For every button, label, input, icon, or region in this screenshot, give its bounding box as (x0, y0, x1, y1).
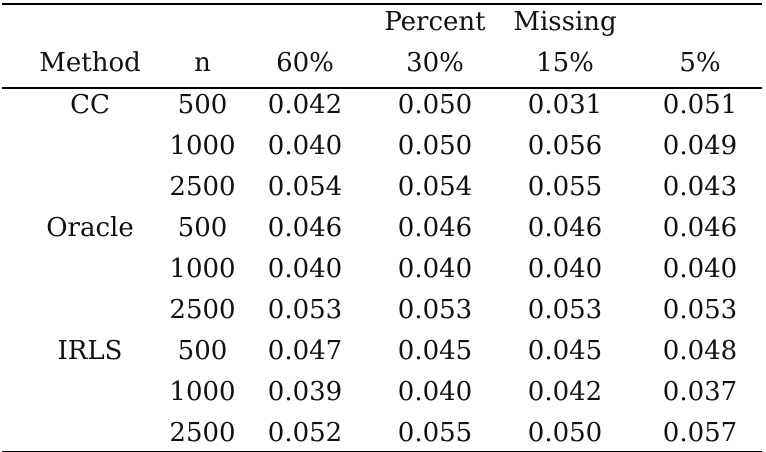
header-method: Method (39, 48, 141, 78)
cell-60-percent: 0.046 (267, 213, 343, 243)
cell-30-percent: 0.040 (397, 377, 473, 407)
header-group-percent: Percent (384, 7, 486, 37)
cell-30-percent: 0.050 (397, 131, 473, 161)
cell-n: 2500 (169, 418, 236, 448)
cell-15-percent: 0.042 (527, 377, 603, 407)
cell-15-percent: 0.045 (527, 336, 603, 366)
cell-60-percent: 0.040 (267, 131, 343, 161)
cell-30-percent: 0.050 (397, 90, 473, 120)
cell-60-percent: 0.039 (267, 377, 343, 407)
cell-method: CC (70, 90, 110, 120)
cell-5-percent: 0.053 (662, 295, 738, 325)
cell-60-percent: 0.052 (267, 418, 343, 448)
header-group-missing: Missing (513, 7, 617, 37)
cell-5-percent: 0.048 (662, 336, 738, 366)
header-30-percent: 30% (406, 48, 464, 78)
header-60-percent: 60% (276, 48, 334, 78)
cell-5-percent: 0.049 (662, 131, 738, 161)
cell-n: 500 (177, 213, 228, 243)
header-rule (2, 87, 762, 89)
cell-n: 1000 (169, 377, 236, 407)
cell-30-percent: 0.040 (397, 254, 473, 284)
cell-n: 1000 (169, 254, 236, 284)
cell-30-percent: 0.054 (397, 172, 473, 202)
cell-5-percent: 0.046 (662, 213, 738, 243)
cell-60-percent: 0.054 (267, 172, 343, 202)
header-n: n (194, 48, 211, 78)
cell-15-percent: 0.056 (527, 131, 603, 161)
cell-60-percent: 0.047 (267, 336, 343, 366)
cell-n: 2500 (169, 295, 236, 325)
cell-15-percent: 0.055 (527, 172, 603, 202)
cell-n: 500 (177, 90, 228, 120)
cell-60-percent: 0.053 (267, 295, 343, 325)
cell-n: 500 (177, 336, 228, 366)
cell-5-percent: 0.051 (662, 90, 738, 120)
cell-15-percent: 0.040 (527, 254, 603, 284)
cell-15-percent: 0.053 (527, 295, 603, 325)
cell-15-percent: 0.031 (527, 90, 603, 120)
header-15-percent: 15% (536, 48, 594, 78)
cell-n: 1000 (169, 131, 236, 161)
cell-60-percent: 0.042 (267, 90, 343, 120)
header-5-percent: 5% (679, 48, 721, 78)
cell-method: Oracle (46, 213, 134, 243)
cell-method: IRLS (57, 336, 123, 366)
cell-15-percent: 0.050 (527, 418, 603, 448)
cell-n: 2500 (169, 172, 236, 202)
cell-30-percent: 0.046 (397, 213, 473, 243)
cell-5-percent: 0.043 (662, 172, 738, 202)
cell-5-percent: 0.040 (662, 254, 738, 284)
cell-30-percent: 0.055 (397, 418, 473, 448)
cell-15-percent: 0.046 (527, 213, 603, 243)
cell-60-percent: 0.040 (267, 254, 343, 284)
cell-30-percent: 0.053 (397, 295, 473, 325)
cell-5-percent: 0.037 (662, 377, 738, 407)
top-rule (2, 3, 762, 5)
cell-30-percent: 0.045 (397, 336, 473, 366)
cell-5-percent: 0.057 (662, 418, 738, 448)
